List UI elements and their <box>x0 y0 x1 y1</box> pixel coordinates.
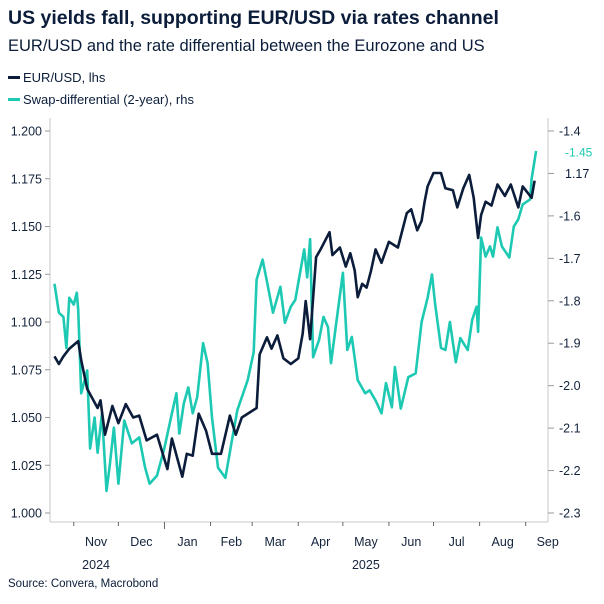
right-tick-label: -1.7 <box>559 252 581 266</box>
swap-differential-line <box>53 150 538 493</box>
legend-item-eurusd: EUR/USD, lhs <box>8 70 105 85</box>
legend-label: EUR/USD, lhs <box>23 70 106 85</box>
left-tick-label: 1.200 <box>11 125 42 139</box>
legend-swatch-eurusd <box>8 76 20 79</box>
left-tick-label: 1.125 <box>11 268 42 282</box>
left-tick-label: 1.050 <box>11 411 42 425</box>
legend-item-swap: Swap-differential (2-year), rhs <box>8 92 194 107</box>
x-tick-label: Mar <box>264 535 286 549</box>
right-tick-label: -1.9 <box>559 337 581 351</box>
year-label: 2024 <box>82 558 110 572</box>
x-tick-label: Jun <box>401 535 421 549</box>
x-tick-label: Jul <box>449 535 465 549</box>
chart-subtitle: EUR/USD and the rate differential betwee… <box>8 37 485 55</box>
x-tick-label: Jan <box>177 535 197 549</box>
x-tick-label: Feb <box>221 535 243 549</box>
x-tick-label: Dec <box>130 535 152 549</box>
right-tick-label: -2.3 <box>559 507 581 521</box>
chart-title: US yields fall, supporting EUR/USD via r… <box>8 7 499 29</box>
eurusd-line <box>53 171 536 478</box>
x-tick-label: Nov <box>85 535 108 549</box>
right-tick-label: -2.1 <box>559 422 581 436</box>
x-tick-label: Aug <box>492 535 514 549</box>
last-value-label-swap: -1.45 <box>565 146 593 160</box>
x-tick-label: Apr <box>311 535 330 549</box>
right-tick-label: -2.2 <box>559 464 581 478</box>
left-tick-label: 1.025 <box>11 459 42 473</box>
legend-swatch-swap <box>8 98 20 101</box>
year-label: 2025 <box>352 558 380 572</box>
right-tick-label: -1.6 <box>559 209 581 223</box>
left-tick-label: 1.150 <box>11 220 42 234</box>
left-tick-label: 1.075 <box>11 363 42 377</box>
left-tick-label: 1.000 <box>11 507 42 521</box>
source-note: Source: Convera, Macrobond <box>8 578 159 590</box>
x-tick-label: May <box>354 535 378 549</box>
right-tick-label: -1.8 <box>559 294 581 308</box>
last-value-label-eurusd: 1.17 <box>565 167 589 181</box>
left-tick-label: 1.175 <box>11 172 42 186</box>
right-tick-label: -1.4 <box>559 125 581 139</box>
x-tick-label: Sep <box>537 535 559 549</box>
right-tick-label: -2.0 <box>559 379 581 393</box>
left-tick-label: 1.100 <box>11 316 42 330</box>
legend-label: Swap-differential (2-year), rhs <box>23 92 194 107</box>
